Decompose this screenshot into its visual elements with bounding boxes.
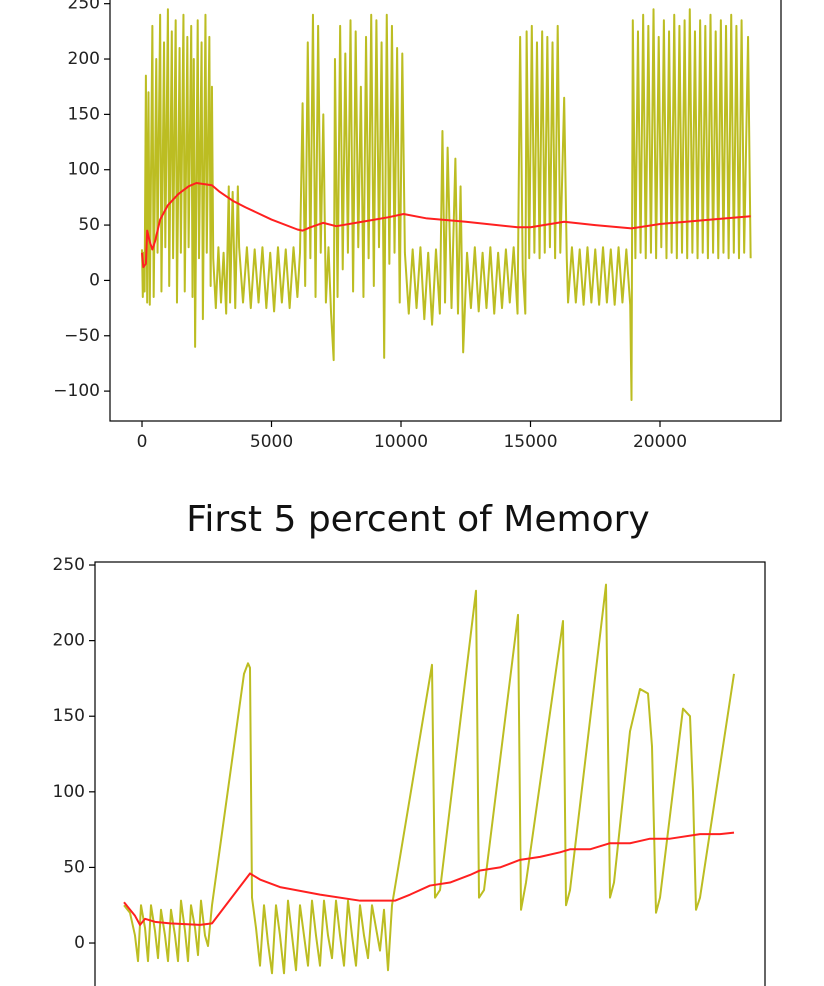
y-tick-label: 0 — [74, 933, 85, 953]
y-tick-label: −100 — [53, 381, 100, 401]
axes-frame — [109, 0, 782, 422]
x-tick-label: 15000 — [503, 432, 557, 452]
plot-area — [141, 8, 752, 401]
y-tick-label: 150 — [68, 104, 100, 124]
y-tick-label: 50 — [63, 857, 85, 877]
data-line — [141, 8, 752, 401]
y-tick-label: 100 — [68, 160, 100, 180]
data-line — [141, 182, 751, 269]
y-tick-label: 0 — [89, 270, 100, 290]
y-tick-label: 100 — [53, 782, 85, 802]
x-tick-label: 10000 — [374, 432, 428, 452]
x-tick-label: 0 — [137, 432, 148, 452]
y-tick-label: 200 — [68, 49, 100, 69]
data-line — [123, 831, 735, 926]
data-line — [123, 583, 735, 975]
y-tick-label: −50 — [64, 326, 100, 346]
axes-frame — [94, 561, 766, 986]
plot-area — [123, 583, 735, 975]
y-tick-label: 50 — [78, 215, 100, 235]
y-tick-label: 250 — [53, 555, 85, 575]
y-tick-label: 150 — [53, 706, 85, 726]
y-tick-label: 250 — [68, 0, 100, 14]
x-tick-label: 20000 — [633, 432, 687, 452]
y-tick-label: 200 — [53, 631, 85, 651]
x-tick-label: 5000 — [250, 432, 293, 452]
chart-title: First 5 percent of Memory — [186, 499, 649, 540]
